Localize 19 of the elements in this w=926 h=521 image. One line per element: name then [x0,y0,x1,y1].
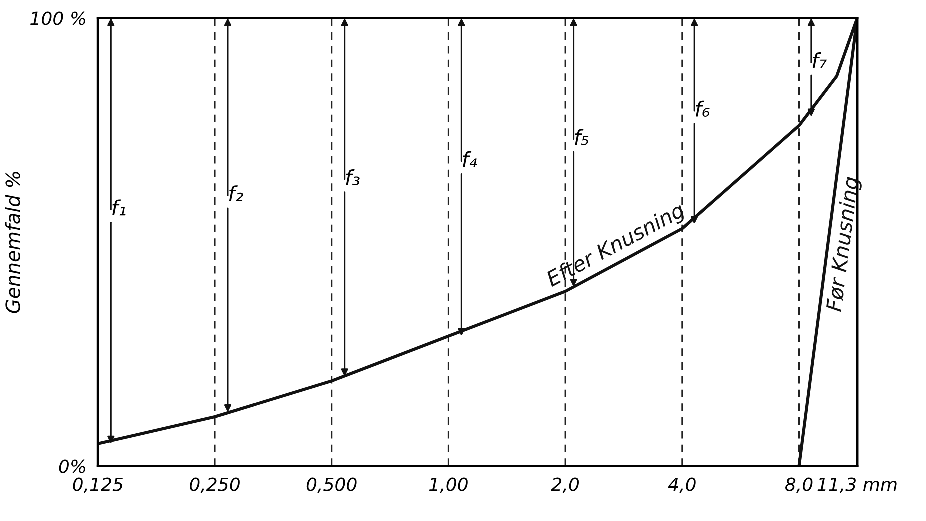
y-tick-label: 100 % [30,12,86,26]
x-tick-label: 2,0 [551,478,580,494]
x-tick-label: 4,0 [668,478,696,494]
annotation: f₅ [575,129,589,146]
x-tick-label: 0,500 [306,478,357,494]
annotation: f₇ [812,52,827,68]
y-axis-title: Gennemfald % [5,172,20,314]
x-tick-label: 8,0 [786,478,813,494]
x-tick-label: 11,3 mm [818,478,897,494]
annotation: f₄ [463,151,478,168]
y-tick-label: 0% [59,460,86,474]
annotation: f₁ [112,200,126,216]
x-tick-label: 1,00 [429,478,468,494]
x-tick-label: 0,125 [73,478,124,494]
annotation: f₆ [696,100,710,117]
annotation: f₂ [229,186,244,202]
annotation: f₃ [346,169,360,186]
x-tick-label: 0,250 [190,478,240,494]
text: Før Knusning [826,176,863,313]
